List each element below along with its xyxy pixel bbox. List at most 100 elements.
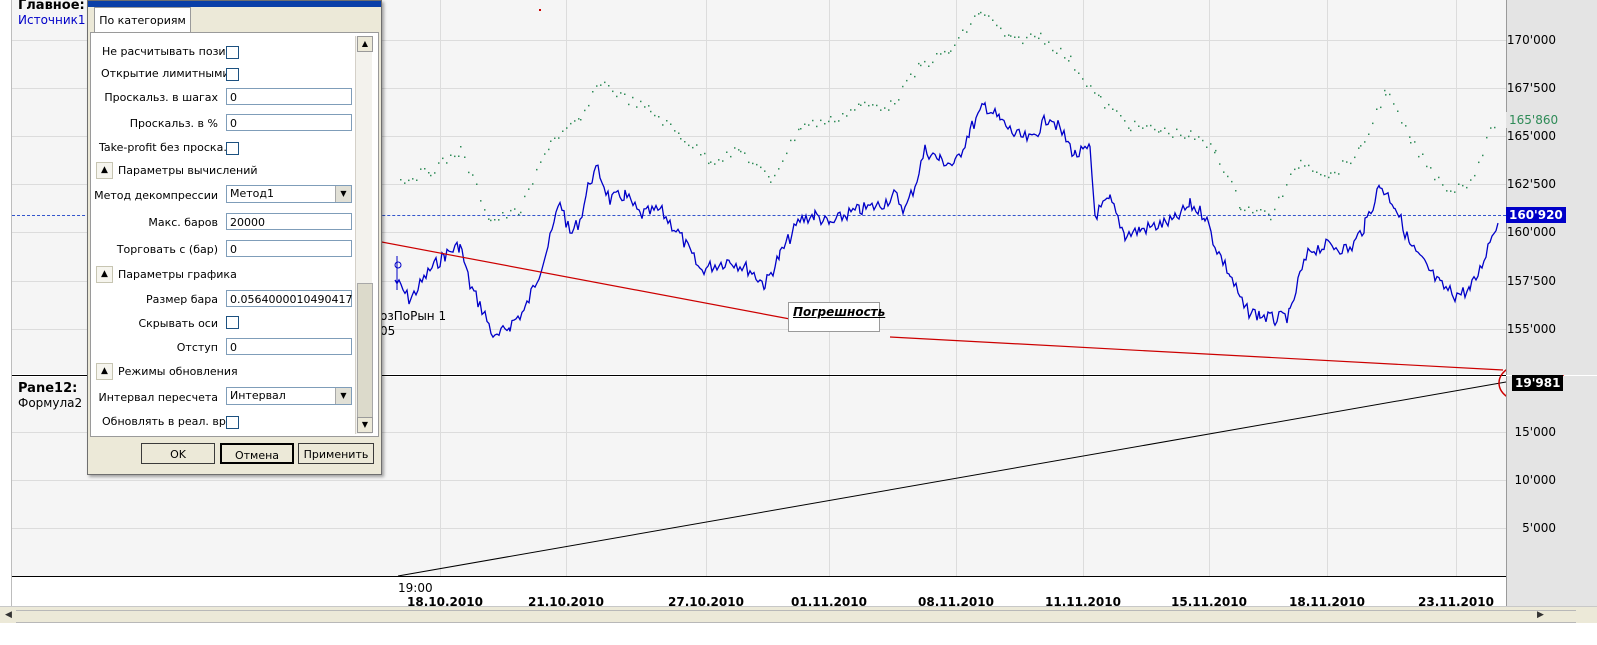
indicator-dot (966, 31, 968, 33)
hide-axes-checkbox[interactable] (226, 316, 239, 329)
slippage-steps-input[interactable]: 0 (226, 88, 352, 105)
pane-separator[interactable] (12, 375, 1506, 376)
last-price-line (12, 215, 1506, 216)
indicator-dot (1274, 208, 1276, 211)
scroll-right-icon[interactable]: ▶ (1537, 610, 1544, 620)
realtime-update-checkbox[interactable] (226, 416, 239, 429)
indicator-dot (1227, 175, 1229, 178)
indicator-dot (860, 104, 862, 106)
indicator-dot (1231, 180, 1233, 183)
indicator-dot (940, 53, 942, 55)
indicator-dot (584, 109, 586, 112)
settings-dialog: По категориям Не расчитывать пози... Отк… (87, 0, 382, 475)
lower-pane-formula[interactable]: Формула2 (18, 396, 83, 410)
dropdown-arrow-icon[interactable]: ▼ (335, 388, 351, 404)
tab-by-category[interactable]: По категориям (94, 7, 191, 33)
indicator-dot (692, 146, 694, 149)
scroll-up-icon[interactable]: ▲ (357, 36, 373, 52)
indicator-dot (628, 103, 630, 106)
indicator-dot (416, 179, 418, 181)
indicator-dot (864, 101, 866, 104)
indicator-dot (1094, 92, 1096, 94)
dialog-titlebar[interactable] (88, 1, 381, 7)
main-pane-source[interactable]: Источник1 (18, 13, 86, 27)
scroll-thumb[interactable] (357, 283, 373, 419)
dropdown-arrow-icon[interactable]: ▼ (335, 186, 351, 202)
indicator-dot (808, 124, 810, 126)
indicator-dot (1312, 170, 1314, 172)
section-calc-params[interactable]: ▲ Параметры вычислений (96, 162, 346, 179)
indicator-dot (718, 159, 720, 161)
indicator-dot (888, 109, 890, 111)
indicator-dot (1372, 122, 1374, 125)
apply-button[interactable]: Применить (298, 443, 374, 464)
indicator-dot (970, 23, 972, 25)
indicator-dot (1056, 52, 1058, 54)
indicator-dot (514, 208, 516, 210)
indicator-dot (468, 171, 470, 174)
scroll-down-icon[interactable]: ▼ (357, 417, 373, 433)
indicator-dot (726, 151, 728, 153)
trade-from-bar-input[interactable]: 0 (226, 240, 352, 257)
indicator-dot (1154, 128, 1156, 131)
indicator-dot (1026, 36, 1028, 39)
horizontal-scrollbar[interactable]: ◀ ▶ (0, 606, 1597, 624)
indicator-dot (1034, 35, 1036, 38)
indicator-dot (1354, 156, 1356, 159)
y-axis-main[interactable] (1506, 0, 1597, 375)
series-label: озПоРын 1 (380, 309, 447, 323)
indicator-dot (748, 161, 750, 164)
indicator-dot (528, 188, 530, 190)
indent-input[interactable]: 0 (226, 338, 352, 355)
indent-label: Отступ (176, 341, 218, 354)
dialog-scrollbar[interactable]: ▲ ▼ (355, 36, 373, 434)
bar-size-input[interactable]: 0.0564000010490417 (226, 290, 352, 307)
max-bars-input[interactable]: 20000 (226, 213, 352, 230)
limit-open-checkbox[interactable] (226, 68, 239, 81)
y-axis-lower[interactable] (1506, 376, 1597, 606)
recalc-interval-select[interactable]: Интервал ▼ (226, 387, 352, 405)
slippage-percent-input[interactable]: 0 (226, 114, 352, 131)
collapse-chevron-icon[interactable]: ▲ (96, 363, 113, 380)
indicator-dot (914, 75, 916, 78)
scroll-track[interactable] (16, 610, 1576, 623)
ok-button[interactable]: OK (141, 443, 215, 464)
indicator-dot (650, 110, 652, 113)
indicator-dot (812, 119, 814, 122)
grid-line (1456, 0, 1457, 576)
indicator-dot (592, 91, 594, 93)
indicator-dot (854, 109, 856, 111)
collapse-chevron-icon[interactable]: ▲ (96, 266, 113, 283)
indicator-dot (494, 219, 496, 221)
indicator-dot (1278, 196, 1280, 199)
grid-line (706, 0, 707, 576)
error-annotation[interactable]: Погрешность (788, 302, 885, 332)
x-date-label: 23.11.2010 (1418, 595, 1494, 609)
collapse-chevron-icon[interactable]: ▲ (96, 162, 113, 179)
indicator-dot (834, 120, 836, 123)
indicator-dot (1270, 218, 1272, 221)
indicator-dot (1414, 141, 1416, 143)
indicator-dot (1442, 184, 1444, 186)
y-tick-label: 167'500 (1506, 81, 1556, 95)
indicator-dot (1376, 108, 1378, 110)
indicator-dot (910, 73, 912, 75)
indicator-dot (1184, 137, 1186, 139)
cancel-button[interactable]: Отмена (220, 443, 294, 464)
indicator-dot (1164, 127, 1166, 129)
grid-line (12, 480, 1506, 481)
indicator-dot (1052, 49, 1054, 52)
scroll-left-icon[interactable]: ◀ (5, 610, 12, 620)
grid-line (12, 528, 1506, 529)
left-border (11, 0, 12, 606)
no-calc-positions-checkbox[interactable] (226, 46, 239, 59)
tp-no-slip-checkbox[interactable] (226, 142, 239, 155)
decompression-method-select[interactable]: Метод1 ▼ (226, 185, 352, 203)
indicator-dot (1486, 136, 1488, 139)
indicator-dot (768, 176, 770, 178)
section-chart-params[interactable]: ▲ Параметры графика (96, 266, 346, 283)
section-update-modes[interactable]: ▲ Режимы обновления (96, 363, 346, 380)
lower-pane-title: Pane12: (18, 381, 78, 396)
indicator-dot (1219, 163, 1221, 165)
indicator-dot (1040, 32, 1042, 35)
